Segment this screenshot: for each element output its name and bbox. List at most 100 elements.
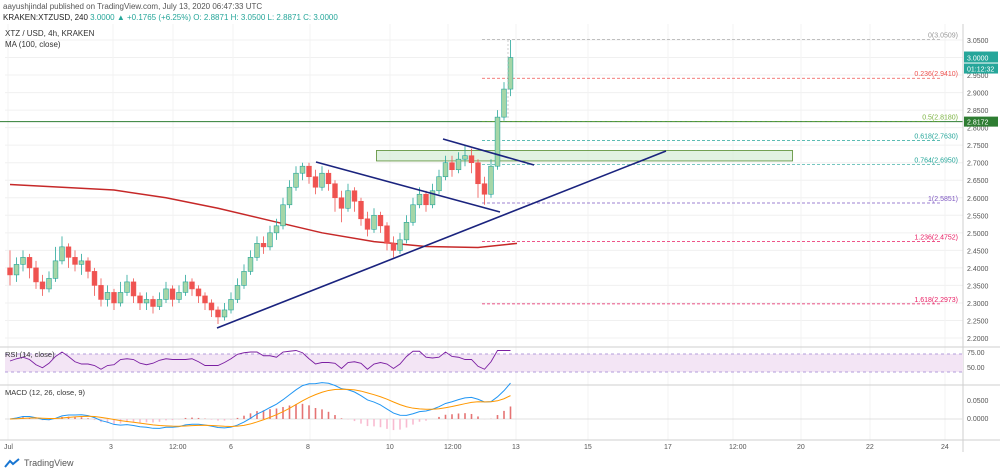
price-tick-label: 3.0500 [967,38,989,45]
price-tick-label: 2.9000 [967,91,989,98]
macd-pane: 0.0500 0.0000 [5,382,989,431]
candle-body [280,204,286,227]
candle-body [436,176,442,192]
ohlc-values: 3.0000 ▲ +0.1765 (+6.25%) O: 2.8871 H: 3… [90,13,338,22]
symbol-text: KRAKEN:XTZUSD, 240 [3,13,88,22]
candle-body [111,292,117,304]
legend: XTZ / USD, 4h, KRAKEN MA (100, close) RS… [5,29,95,397]
candle-body [325,172,332,185]
candle-body [215,309,221,318]
candle-body [299,165,306,174]
price-tick-label: 2.4000 [967,266,989,273]
candle-body [390,243,397,251]
candle-body [468,155,475,164]
candle-body [286,186,293,206]
candle-body [85,260,91,272]
candle-body [59,246,65,262]
time-tick-label: 8 [306,444,310,451]
time-tick-label: 12:00 [444,444,462,451]
candle-body [117,292,124,304]
rsi-tick-label: 50.00 [967,365,985,372]
price-axis: 3.0500 3.0000 2.9500 2.9000 2.8500 2.8000 2.75… [0,24,1000,452]
candle-body [351,190,358,202]
symbol-line: KRAKEN:XTZUSD, 240 3.0000 ▲ +0.1765 (+6.… [3,13,338,22]
time-tick-label: 12:00 [729,444,747,451]
candle-body [501,88,507,118]
time-tick-label: 12:00 [169,444,187,451]
candle-body [208,302,215,311]
resistance-box [376,150,793,162]
fib-label: 0.5(2.8180) [922,114,958,121]
candle-body [293,172,299,188]
candle-body [423,193,429,206]
candle-body [241,271,247,286]
countdown-label: 01:12:32 [967,67,994,74]
candle-body [494,116,501,167]
support-price-label: 2.8172 [967,120,989,127]
candle-body [46,278,52,290]
time-tick-label: Jul [4,444,13,451]
candle-body [332,183,338,199]
candle-body [267,232,273,248]
trendlines [216,40,667,329]
breakout-line [442,138,535,166]
footer-brand: TradingView [24,458,74,468]
time-tick-label: 13 [512,444,520,451]
candle-body [475,162,481,185]
rsi-band [5,354,963,372]
candle-body [481,183,488,195]
candle-body [137,295,143,304]
candle-body [247,257,254,272]
candle-body [124,281,130,293]
countdown-tag [964,63,998,74]
rsi-pane: 75.00 50.00 [5,350,985,373]
candle-body [156,299,163,307]
candle-body [260,243,267,248]
candle-body [488,165,494,195]
candle-body [345,190,351,209]
fibonacci-levels: 0(3.0509) 0.236(2.9410) 0.5(2.8180) 0.618(2… [482,33,958,305]
legend-pair: XTZ / USD, 4h, KRAKEN [5,29,95,38]
candle-body [20,257,26,265]
macd-tick-label: 0.0000 [967,416,989,423]
candle-body [39,281,46,290]
candle-body [416,193,423,206]
candle-body [202,295,208,304]
candle-body [377,214,384,227]
fib-label: 0.618(2.7630) [914,134,958,141]
candle-body [7,267,13,276]
current-price-tag [964,51,998,63]
candle-body [221,309,228,318]
fib-label: 1.618(2.2973) [914,297,958,304]
fib-label: 0(3.0509) [928,33,958,40]
candles [7,40,514,324]
legend-macd: MACD (12, 26, close, 9) [5,388,86,397]
candle-body [169,288,176,300]
grid [5,24,963,440]
price-tick-label: 2.9500 [967,73,989,80]
price-tick-label: 2.7500 [967,143,989,150]
candle-body [52,260,59,279]
candle-body [410,204,416,223]
price-tick-label: 2.7000 [967,161,989,168]
candle-body [397,239,403,251]
fib-label: 0.236(2.9410) [914,71,958,78]
ma100-line [9,183,518,249]
time-tick-label: 3 [109,444,113,451]
price-tick-label: 2.2000 [967,336,989,343]
footer: TradingView [4,458,74,468]
current-price-label: 3.0000 [967,56,989,63]
candle-body [442,162,449,178]
support-price-tag [964,116,998,127]
rsi-tick-label: 75.00 [967,350,985,357]
candle-body [312,176,319,188]
candle-body [371,214,377,230]
candle-body [189,281,195,290]
candle-body [176,292,182,300]
candle-body [163,288,169,300]
candle-body [65,246,72,258]
candle-body [273,225,280,234]
candle-body [13,264,20,276]
candle-body [429,190,436,206]
